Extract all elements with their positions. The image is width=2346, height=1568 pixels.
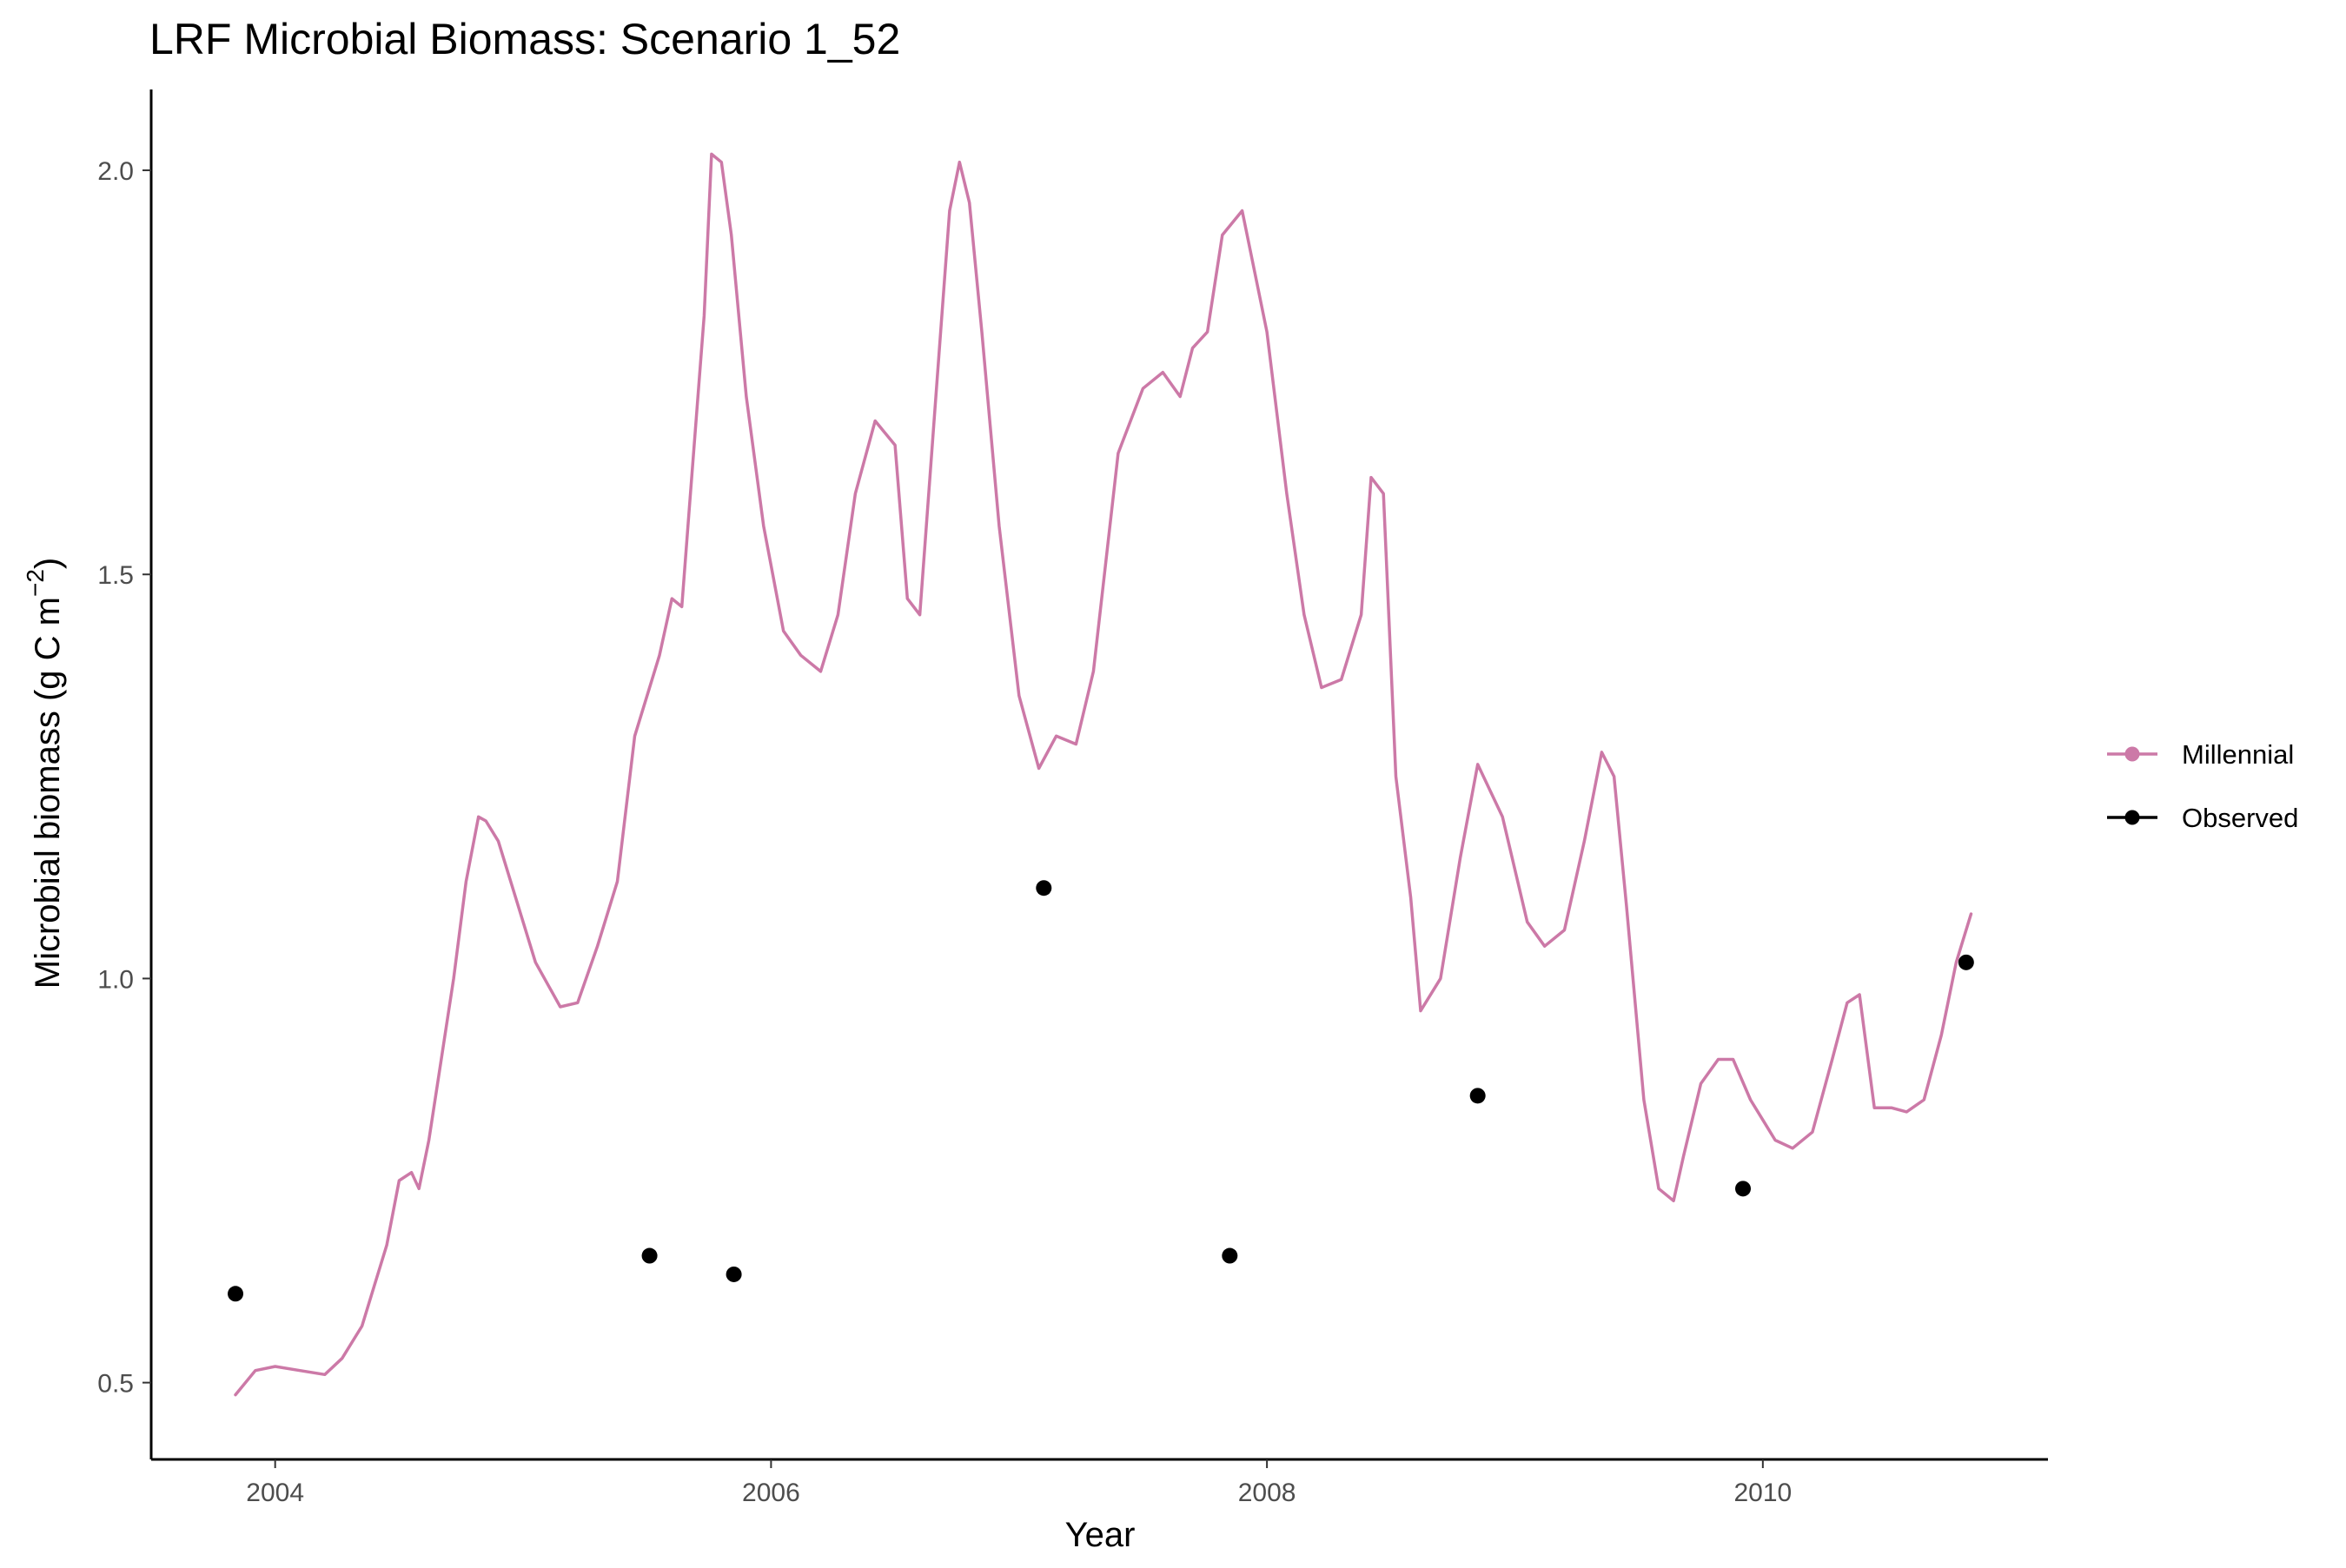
data-point-observed bbox=[1469, 1088, 1486, 1104]
x-tick-label: 2006 bbox=[742, 1479, 800, 1507]
y-axis-ticks: 0.5 1.0 1.5 2.0 bbox=[97, 157, 151, 1399]
x-tick-label: 2004 bbox=[246, 1479, 304, 1507]
plot-area bbox=[228, 152, 1974, 1397]
data-point-observed bbox=[1958, 954, 1974, 970]
data-point-observed bbox=[1222, 1247, 1238, 1264]
legend-label: Observed bbox=[2182, 803, 2298, 833]
data-point-observed bbox=[641, 1247, 658, 1264]
legend: Millennial Observed bbox=[2107, 739, 2298, 833]
y-tick-label: 2.0 bbox=[97, 157, 134, 186]
series-line-millennial bbox=[234, 152, 1973, 1397]
y-axis-title-close: ) bbox=[29, 558, 67, 569]
y-axis-title-base: Microbial biomass (g C m bbox=[29, 597, 67, 989]
y-axis-title-superscript: −2 bbox=[22, 569, 49, 597]
y-tick-label: 1.0 bbox=[97, 965, 134, 994]
x-tick-label: 2010 bbox=[1733, 1479, 1792, 1507]
chart-title: LRF Microbial Biomass: Scenario 1_52 bbox=[149, 15, 900, 63]
y-tick-label: 0.5 bbox=[97, 1370, 134, 1399]
legend-key-point bbox=[2124, 746, 2140, 762]
x-axis-title: Year bbox=[1065, 1516, 1136, 1554]
legend-label: Millennial bbox=[2182, 739, 2294, 770]
y-axis-title: Microbial biomass (g C m−2) bbox=[22, 558, 67, 989]
data-point-observed bbox=[1036, 880, 1052, 896]
data-point-observed bbox=[726, 1266, 742, 1282]
x-axis-ticks: 2004 2006 2008 2010 bbox=[246, 1459, 1792, 1507]
y-tick-label: 1.5 bbox=[97, 561, 134, 590]
x-tick-label: 2008 bbox=[1238, 1479, 1296, 1507]
legend-key-point bbox=[2124, 810, 2140, 825]
data-point-observed bbox=[228, 1286, 244, 1302]
data-point-observed bbox=[1735, 1181, 1752, 1197]
